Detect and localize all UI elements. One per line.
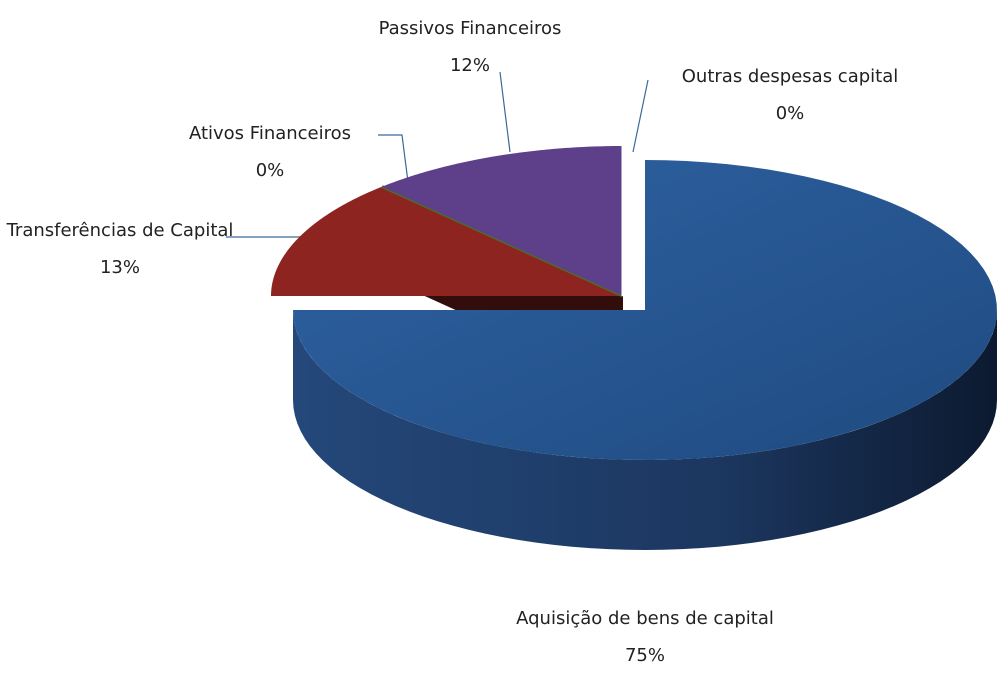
slice-side xyxy=(293,310,997,550)
slice xyxy=(382,146,623,296)
slice xyxy=(293,160,997,460)
leader-line xyxy=(378,134,409,183)
value-label: 13% xyxy=(99,257,140,278)
leader-line xyxy=(499,71,511,153)
data-label: Ativos Financeiros 0% xyxy=(155,115,385,189)
value-label: 75% xyxy=(624,645,665,666)
data-label: Aquisição de bens de capital 75% xyxy=(515,600,775,674)
leader-lines xyxy=(226,71,649,238)
data-label: Transferências de Capital 13% xyxy=(5,212,235,286)
category-label: Ativos Financeiros xyxy=(188,123,352,144)
value-label: 0% xyxy=(255,160,285,181)
category-label: Passivos Financeiros xyxy=(378,18,562,39)
leader-line xyxy=(632,79,649,153)
value-label: 0% xyxy=(775,103,805,124)
data-label: Outras despesas capital 0% xyxy=(625,58,955,132)
category-label: Transferências de Capital xyxy=(6,220,234,241)
value-label: 12% xyxy=(449,55,490,76)
category-label: Aquisição de bens de capital xyxy=(516,608,774,629)
category-label: Outras despesas capital xyxy=(681,66,899,87)
slice xyxy=(271,186,623,296)
data-label: Passivos Financeiros 12% xyxy=(335,10,605,84)
